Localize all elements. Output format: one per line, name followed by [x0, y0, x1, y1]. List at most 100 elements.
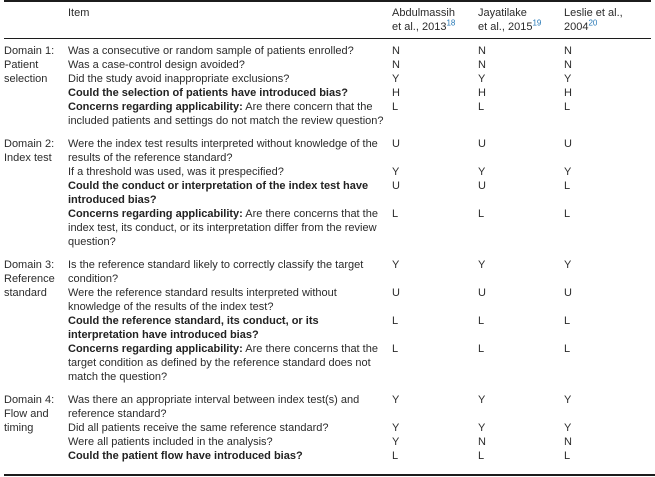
rating-value: Y: [564, 394, 572, 406]
table-row: Concerns regarding applicability: Are th…: [68, 100, 655, 128]
rating-value: Y: [564, 73, 572, 85]
rating-value: L: [564, 101, 571, 113]
table-row: Did the study avoid inappropriate exclus…: [68, 72, 655, 86]
rating-value: L: [392, 208, 399, 220]
table-row: Is the reference standard likely to corr…: [68, 258, 655, 286]
rating-value: Y: [564, 422, 572, 434]
rating-value: N: [478, 436, 486, 448]
domain-group-4: Domain 4: Flow and timing Was there an ap…: [4, 393, 655, 463]
domain-group-2: Domain 2: Index test Were the index test …: [4, 137, 655, 249]
domain-rows: Is the reference standard likely to corr…: [68, 258, 655, 384]
citation-ref-link[interactable]: 19: [532, 18, 542, 28]
table-row: Were the index test results interpreted …: [68, 137, 655, 165]
table-row: Concerns regarding applicability: Are th…: [68, 207, 655, 249]
item-question: Could the selection of patients have int…: [68, 87, 348, 99]
rating-value: Y: [478, 394, 486, 406]
rating-value: N: [478, 45, 486, 57]
item-question: Concerns regarding applicability: Are th…: [68, 343, 378, 383]
column-header-study-1: Abdulmassih et al., 201318: [392, 6, 478, 34]
domain-label: Domain 3: Reference standard: [4, 259, 55, 299]
table-top-rule: [4, 0, 651, 2]
rating-value: Y: [478, 259, 486, 271]
item-question: Is the reference standard likely to corr…: [68, 259, 364, 285]
table-row: Were all patients included in the analys…: [68, 435, 655, 449]
citation-ref-link[interactable]: 18: [446, 18, 456, 28]
domain-group-3: Domain 3: Reference standard Is the refer…: [4, 258, 655, 384]
rating-value: L: [478, 343, 485, 355]
rating-value: Y: [564, 259, 572, 271]
rating-value: L: [564, 315, 571, 327]
table-row: Concerns regarding applicability: Are th…: [68, 342, 655, 384]
table-row: Did all patients receive the same refere…: [68, 421, 655, 435]
column-header-study-3: Leslie et al., 200420: [564, 6, 650, 34]
rating-value: L: [392, 101, 399, 113]
domain-label: Domain 4: Flow and timing: [4, 394, 55, 434]
item-question: Concerns regarding applicability: Are th…: [68, 101, 384, 127]
domain-label: Domain 1: Patient selection: [4, 45, 55, 85]
rating-value: N: [392, 45, 400, 57]
rating-value: U: [478, 180, 486, 192]
table-row: Was a case-control design avoided? N N N: [68, 58, 655, 72]
table-row: If a threshold was used, was it prespeci…: [68, 165, 655, 179]
table-row: Could the selection of patients have int…: [68, 86, 655, 100]
rating-value: L: [478, 315, 485, 327]
rating-value: L: [564, 180, 571, 192]
rating-value: U: [392, 180, 400, 192]
rating-value: L: [564, 450, 571, 462]
item-question: Could the conduct or interpretation of t…: [68, 180, 369, 206]
domain-rows: Was a consecutive or random sample of pa…: [68, 44, 655, 128]
rating-value: N: [392, 59, 400, 71]
table-row: Were the reference standard results inte…: [68, 286, 655, 314]
rating-value: Y: [392, 394, 400, 406]
item-bold-prefix: Concerns regarding applicability:: [68, 208, 243, 220]
item-question: Did the study avoid inappropriate exclus…: [68, 73, 290, 85]
rating-value: U: [392, 138, 400, 150]
rating-value: L: [564, 343, 571, 355]
rating-value: N: [564, 45, 572, 57]
item-bold-prefix: Concerns regarding applicability:: [68, 343, 243, 355]
rating-value: L: [392, 315, 399, 327]
rating-value: Y: [392, 259, 400, 271]
rating-value: N: [564, 436, 572, 448]
rating-value: Y: [564, 166, 572, 178]
rating-value: H: [478, 87, 486, 99]
rating-value: Y: [392, 422, 400, 434]
rating-value: L: [564, 208, 571, 220]
table-row: Could the reference standard, its conduc…: [68, 314, 655, 342]
rating-value: Y: [478, 73, 486, 85]
rating-value: L: [392, 343, 399, 355]
table-row: Was there an appropriate interval betwee…: [68, 393, 655, 421]
study-name-line: 200420: [564, 18, 598, 33]
item-question: Concerns regarding applicability: Are th…: [68, 208, 378, 248]
item-question: Were the index test results interpreted …: [68, 138, 378, 164]
domain-label: Domain 2: Index test: [4, 138, 55, 164]
header-divider-rule: [4, 38, 651, 39]
table-row: Could the conduct or interpretation of t…: [68, 179, 655, 207]
rating-value: N: [564, 59, 572, 71]
item-bold-prefix: Concerns regarding applicability:: [68, 101, 243, 113]
item-question: Were the reference standard results inte…: [68, 287, 337, 313]
table-header-row: Item Abdulmassih et al., 201318 Jayatilake…: [4, 2, 655, 38]
rating-value: L: [392, 450, 399, 462]
study-name-line: et al., 201519: [478, 18, 542, 33]
rating-value: U: [392, 287, 400, 299]
item-question: Could the reference standard, its conduc…: [68, 315, 319, 341]
column-header-study-2: Jayatilake et al., 201519: [478, 6, 564, 34]
rating-value: U: [478, 287, 486, 299]
rating-value: U: [564, 138, 572, 150]
rating-value: L: [478, 450, 485, 462]
rating-value: U: [564, 287, 572, 299]
item-question: Was there an appropriate interval betwee…: [68, 394, 360, 420]
citation-ref-link[interactable]: 20: [588, 18, 598, 28]
rating-value: Y: [478, 166, 486, 178]
study-name-line: et al., 201318: [392, 18, 456, 33]
item-question: Was a case-control design avoided?: [68, 59, 245, 71]
rating-value: L: [478, 101, 485, 113]
domain-rows: Was there an appropriate interval betwee…: [68, 393, 655, 463]
table-row: Was a consecutive or random sample of pa…: [68, 44, 655, 58]
study-name-line: Abdulmassih: [392, 7, 455, 19]
table-bottom-rule: [4, 474, 655, 476]
rating-value: L: [478, 208, 485, 220]
table-row: Could the patient flow have introduced b…: [68, 449, 655, 463]
